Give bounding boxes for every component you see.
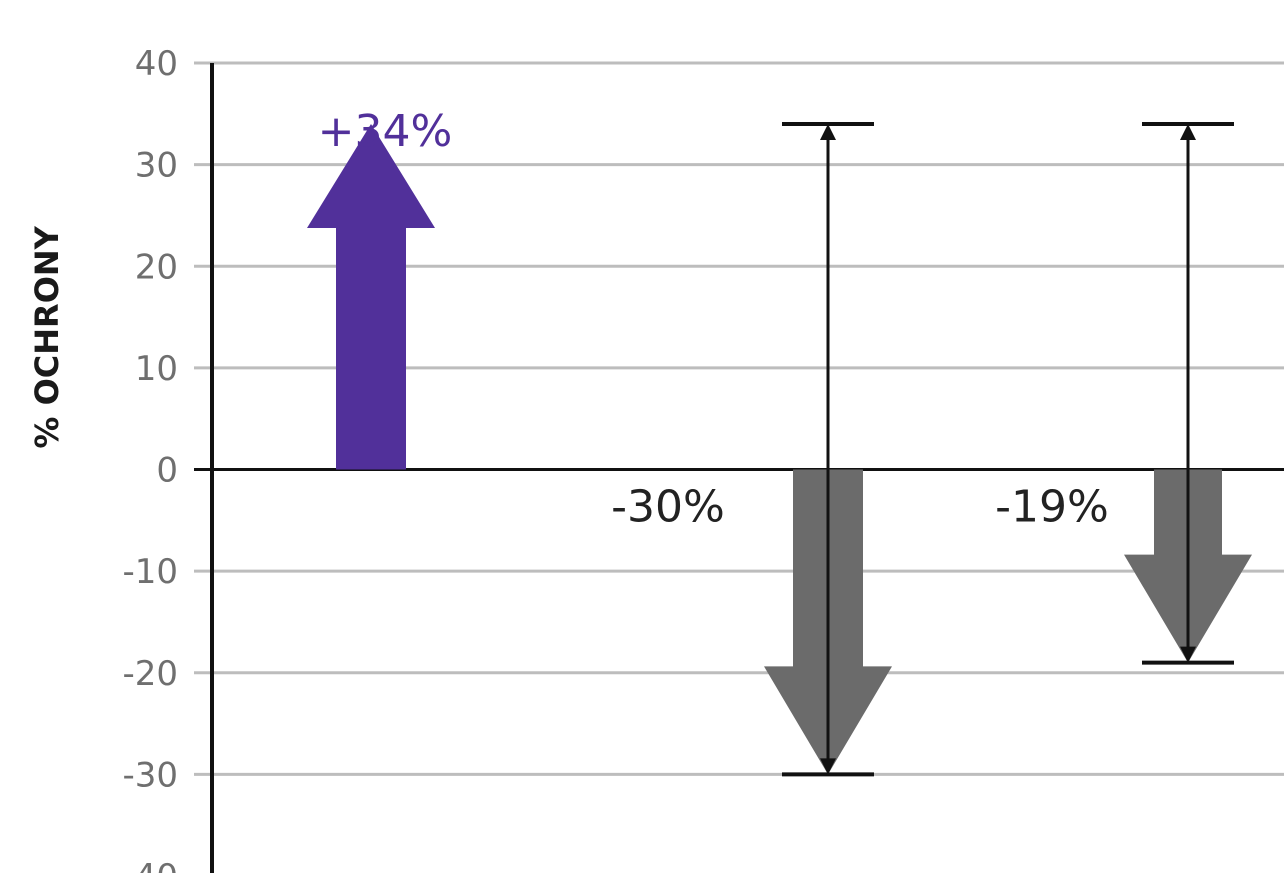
bar-arrows xyxy=(307,123,1252,775)
error-bar-arrowhead-top xyxy=(1180,123,1196,140)
error-bar-arrowhead-top xyxy=(820,123,836,140)
y-axis-ticks: 40 30 20 10 0 -10 -20 -30 -40 xyxy=(122,44,212,873)
value-labels: +34% -30% -19% xyxy=(318,106,1109,532)
y-tick-label: -40 xyxy=(122,857,178,873)
y-tick-label: 0 xyxy=(156,451,178,491)
value-label: +34% xyxy=(318,106,453,157)
error-bar-arrowhead-bottom xyxy=(820,758,836,775)
value-label: -30% xyxy=(611,481,725,532)
y-tick-label: -10 xyxy=(122,552,178,592)
error-bars xyxy=(782,121,1234,777)
y-axis-label: % OCHRONY xyxy=(28,225,66,448)
y-tick-label: 20 xyxy=(135,247,178,287)
y-tick-label: 10 xyxy=(135,349,178,389)
error-bar-arrowhead-bottom xyxy=(1180,646,1196,663)
y-tick-label: -30 xyxy=(122,755,178,795)
y-tick-label: 40 xyxy=(135,44,178,84)
y-tick-label: -20 xyxy=(122,654,178,694)
value-label: -19% xyxy=(995,481,1109,532)
bar-arrow xyxy=(307,123,435,470)
y-tick-label: 30 xyxy=(135,146,178,186)
